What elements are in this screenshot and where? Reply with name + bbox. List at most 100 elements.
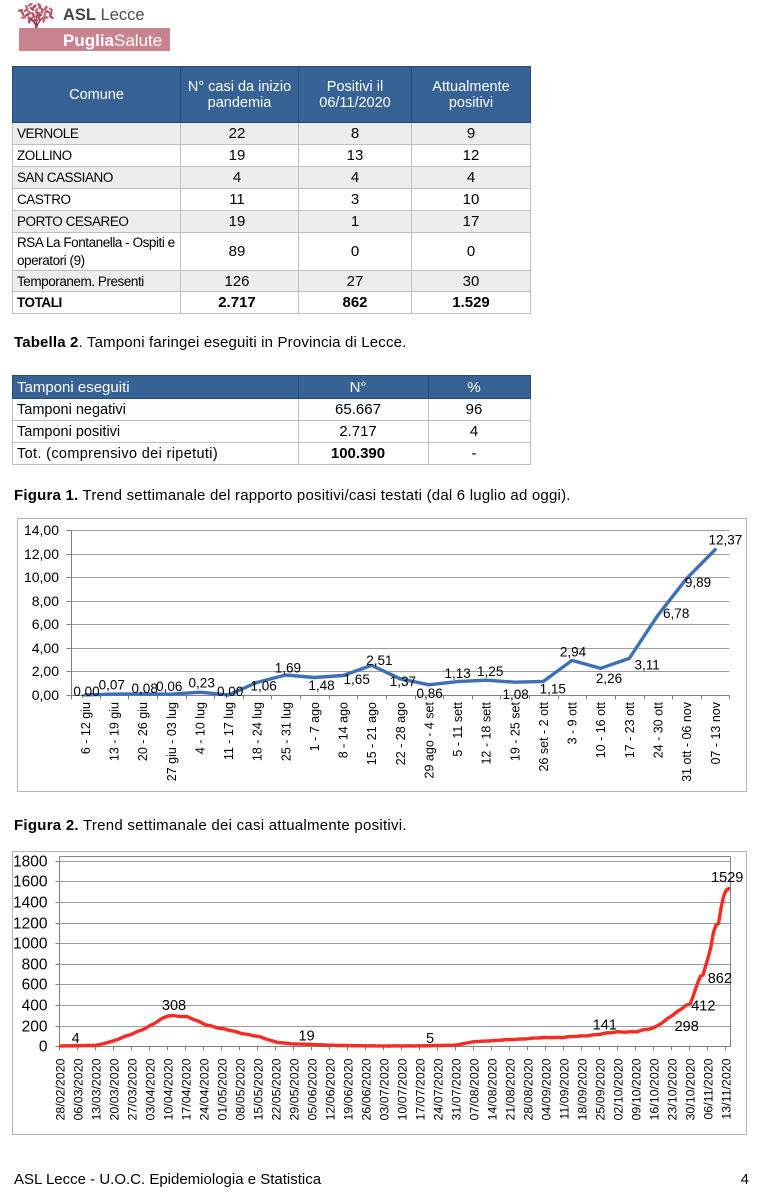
svg-text:14,00: 14,00: [24, 522, 59, 538]
svg-text:0,00: 0,00: [73, 684, 99, 699]
svg-text:1,13: 1,13: [444, 666, 470, 681]
svg-text:05/06/2020: 05/06/2020: [306, 1058, 320, 1120]
svg-text:06/11/2020: 06/11/2020: [702, 1058, 716, 1119]
svg-text:0: 0: [39, 1039, 48, 1056]
svg-text:19 - 25 set: 19 - 25 set: [508, 701, 522, 761]
svg-text:31 ott - 06 nov: 31 ott - 06 nov: [680, 701, 694, 782]
svg-text:1 - 7 ago: 1 - 7 ago: [308, 702, 322, 751]
svg-text:412: 412: [691, 998, 715, 1014]
svg-text:1,25: 1,25: [477, 664, 503, 679]
svg-text:1,48: 1,48: [308, 678, 334, 693]
svg-text:14/08/2020: 14/08/2020: [486, 1058, 500, 1120]
svg-text:1,37: 1,37: [390, 674, 416, 689]
svg-text:09/10/2020: 09/10/2020: [630, 1058, 644, 1120]
svg-text:0,23: 0,23: [189, 676, 215, 691]
svg-text:17/07/2020: 17/07/2020: [414, 1058, 428, 1120]
svg-text:6 - 12 giu: 6 - 12 giu: [79, 702, 93, 754]
svg-text:1400: 1400: [13, 895, 48, 912]
svg-text:12/06/2020: 12/06/2020: [324, 1058, 338, 1120]
svg-text:29 ago - 4 set: 29 ago - 4 set: [423, 701, 437, 778]
svg-text:800: 800: [22, 957, 48, 974]
svg-text:4 - 10 lug: 4 - 10 lug: [193, 702, 207, 754]
svg-text:8 - 14 ago: 8 - 14 ago: [337, 702, 351, 758]
svg-text:17 - 23 ott: 17 - 23 ott: [623, 701, 637, 758]
svg-text:308: 308: [162, 998, 186, 1014]
svg-text:24 - 30 ott: 24 - 30 ott: [652, 701, 666, 758]
svg-text:28/08/2020: 28/08/2020: [522, 1058, 536, 1120]
svg-text:0,00: 0,00: [217, 684, 243, 699]
svg-text:17/04/2020: 17/04/2020: [180, 1058, 194, 1120]
svg-text:03/07/2020: 03/07/2020: [378, 1058, 392, 1120]
svg-text:4,00: 4,00: [32, 640, 59, 656]
svg-text:22/05/2020: 22/05/2020: [270, 1058, 284, 1120]
svg-text:1,08: 1,08: [502, 687, 528, 702]
svg-text:20 - 26 giu: 20 - 26 giu: [136, 702, 150, 761]
svg-text:1,65: 1,65: [344, 672, 370, 687]
svg-text:26 set - 2 ott: 26 set - 2 ott: [537, 701, 551, 771]
svg-text:28/02/2020: 28/02/2020: [54, 1058, 68, 1120]
svg-text:13 - 19 giu: 13 - 19 giu: [108, 702, 122, 761]
svg-text:16/10/2020: 16/10/2020: [648, 1058, 662, 1120]
svg-text:22 - 28 ago: 22 - 28 ago: [394, 702, 408, 765]
svg-text:01/05/2020: 01/05/2020: [216, 1058, 230, 1120]
svg-text:3 - 9 ott: 3 - 9 ott: [566, 701, 580, 744]
svg-text:5 - 11 sett: 5 - 11 sett: [451, 701, 465, 756]
svg-text:25 - 31 lug: 25 - 31 lug: [279, 702, 293, 761]
svg-text:1,69: 1,69: [275, 660, 301, 675]
svg-text:1,15: 1,15: [540, 682, 566, 697]
svg-text:2,51: 2,51: [366, 653, 392, 668]
svg-text:1200: 1200: [13, 916, 48, 933]
svg-text:03/04/2020: 03/04/2020: [144, 1058, 158, 1120]
svg-text:3,11: 3,11: [635, 657, 660, 672]
svg-text:30/10/2020: 30/10/2020: [684, 1058, 698, 1120]
svg-text:0,06: 0,06: [156, 679, 182, 694]
svg-text:29/05/2020: 29/05/2020: [288, 1058, 302, 1120]
svg-text:27 giu - 03 lug: 27 giu - 03 lug: [165, 702, 179, 781]
svg-text:12 - 18 sett: 12 - 18 sett: [480, 701, 494, 764]
svg-text:8,00: 8,00: [32, 593, 59, 609]
svg-text:1600: 1600: [13, 874, 48, 891]
svg-text:19/06/2020: 19/06/2020: [342, 1058, 356, 1120]
svg-text:2,26: 2,26: [596, 671, 622, 686]
svg-text:141: 141: [593, 1017, 617, 1033]
svg-text:19: 19: [299, 1029, 315, 1045]
svg-text:24/04/2020: 24/04/2020: [198, 1058, 212, 1120]
svg-text:24/07/2020: 24/07/2020: [432, 1058, 446, 1120]
svg-text:10/04/2020: 10/04/2020: [162, 1058, 176, 1120]
svg-text:2,00: 2,00: [32, 663, 59, 679]
svg-text:04/09/2020: 04/09/2020: [540, 1058, 554, 1120]
svg-text:18 - 24 lug: 18 - 24 lug: [251, 702, 265, 761]
svg-text:298: 298: [675, 1019, 699, 1035]
svg-text:9,89: 9,89: [685, 575, 711, 590]
svg-text:08/05/2020: 08/05/2020: [234, 1058, 248, 1120]
svg-text:11 - 17 lug: 11 - 17 lug: [222, 702, 236, 760]
svg-text:31/07/2020: 31/07/2020: [450, 1058, 464, 1120]
svg-text:07/08/2020: 07/08/2020: [468, 1058, 482, 1120]
svg-text:0,00: 0,00: [32, 687, 59, 703]
svg-text:15/05/2020: 15/05/2020: [252, 1058, 266, 1120]
svg-text:1800: 1800: [13, 854, 48, 871]
svg-text:15 - 21 ago: 15 - 21 ago: [365, 702, 379, 765]
svg-text:12,37: 12,37: [709, 532, 743, 547]
svg-text:400: 400: [22, 998, 48, 1015]
svg-text:11/09/2020: 11/09/2020: [558, 1058, 572, 1119]
svg-text:6,78: 6,78: [663, 606, 689, 621]
svg-text:13/11/2020: 13/11/2020: [720, 1058, 734, 1119]
svg-text:0,08: 0,08: [132, 681, 158, 696]
svg-text:25/09/2020: 25/09/2020: [594, 1058, 608, 1120]
svg-text:20/03/2020: 20/03/2020: [108, 1058, 122, 1120]
svg-text:1000: 1000: [13, 936, 48, 953]
svg-text:200: 200: [22, 1019, 48, 1036]
svg-text:02/10/2020: 02/10/2020: [612, 1058, 626, 1120]
svg-text:600: 600: [22, 977, 48, 994]
svg-text:13/03/2020: 13/03/2020: [90, 1058, 104, 1120]
svg-text:27/03/2020: 27/03/2020: [126, 1058, 140, 1120]
svg-text:0,07: 0,07: [99, 677, 125, 692]
svg-text:1,06: 1,06: [250, 679, 276, 694]
svg-text:18/09/2020: 18/09/2020: [576, 1058, 590, 1120]
svg-text:10 - 16 ott: 10 - 16 ott: [594, 701, 608, 758]
svg-text:2,94: 2,94: [560, 644, 587, 659]
svg-text:12,00: 12,00: [24, 546, 59, 562]
svg-text:4: 4: [72, 1031, 80, 1047]
svg-text:26/06/2020: 26/06/2020: [360, 1058, 374, 1120]
